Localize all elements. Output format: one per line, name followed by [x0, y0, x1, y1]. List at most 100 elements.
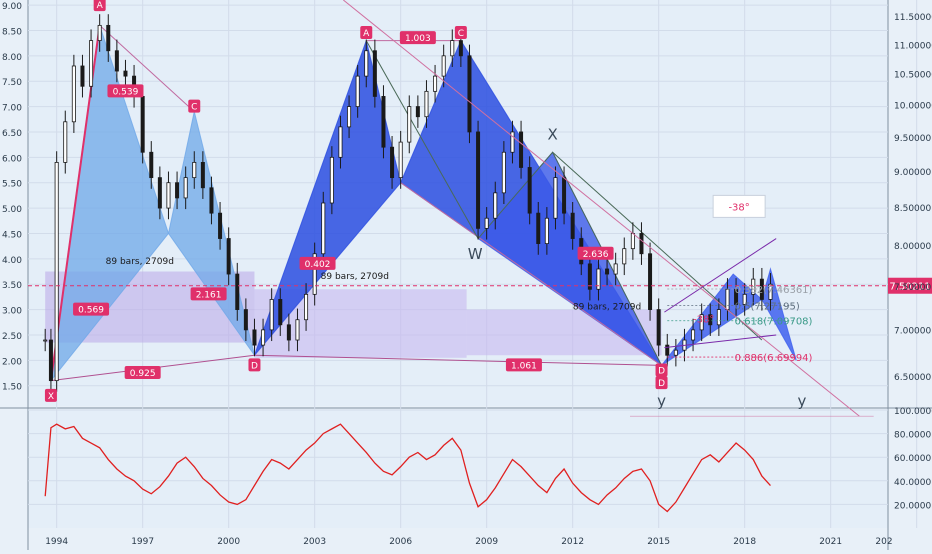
candle-body — [261, 329, 266, 346]
osc-y-tick: 80.0000 — [894, 431, 931, 441]
y-right-tick: 11.00000 — [894, 41, 932, 51]
candle-body — [665, 344, 670, 356]
ratio-label-text: 2.161 — [196, 290, 222, 300]
y-left-tick: 8.50 — [2, 27, 22, 37]
candle-body — [553, 177, 558, 219]
point-label-d: D — [655, 376, 668, 390]
point-label-c-text: C — [191, 103, 197, 113]
candle-body — [338, 126, 343, 158]
ratio-label: 0.569 — [73, 302, 110, 316]
ratio-label-text: 0.539 — [113, 87, 139, 97]
wave-letter-x: X — [547, 126, 557, 144]
candle-body — [304, 293, 309, 321]
y-right-tick: 9.50000 — [894, 134, 931, 144]
candle-body — [200, 161, 205, 189]
candle-body — [286, 324, 291, 341]
fib-level-label: 0.5(7.27195) — [735, 301, 800, 312]
candle-body — [742, 293, 747, 305]
candle-body — [235, 273, 240, 310]
candle-body — [510, 131, 515, 153]
point-label-d-bg — [655, 376, 668, 390]
y-right-tick: 7.50000 — [894, 283, 931, 293]
osc-y-tick: 100.0000 — [894, 407, 932, 417]
candle-body — [424, 90, 429, 118]
ratio-label-bg — [299, 256, 336, 270]
candle-body — [157, 177, 162, 209]
y-right-tick: 6.50000 — [894, 373, 931, 383]
candle-body — [441, 55, 446, 77]
candle-body — [699, 314, 704, 331]
candle-body — [596, 268, 601, 290]
bd-line — [400, 182, 662, 366]
candle-body — [673, 349, 678, 356]
candle-body — [656, 309, 661, 346]
candle-body — [725, 288, 730, 310]
bars-range-label: 89 bars, 2709d — [573, 303, 641, 313]
y-right-tick: 10.00000 — [894, 101, 932, 111]
point-label-d: D — [248, 358, 261, 372]
ratio-label-text: 0.925 — [130, 369, 156, 379]
price-tag-bg — [888, 277, 932, 294]
ratio-label: 0.925 — [124, 366, 161, 380]
fib-level-label: 0.886(6.69994) — [735, 353, 813, 364]
point-label-c-bg — [188, 99, 201, 113]
point-label-x: X — [44, 388, 57, 402]
y-left-tick: 3.50 — [2, 281, 22, 291]
ratio-label-text: 0.402 — [305, 260, 331, 270]
candle-body — [63, 121, 68, 163]
oscillator-panel-bg — [28, 410, 888, 528]
point-label-x-text: X — [48, 392, 54, 402]
candle-body — [768, 283, 773, 300]
point-label-c: C — [454, 25, 467, 39]
y-right-tick: 7.00000 — [894, 326, 931, 336]
candle-body — [605, 268, 610, 275]
point-label-d-text: D — [658, 379, 665, 389]
candle-body — [347, 106, 352, 128]
candle-body — [691, 329, 696, 341]
candle-body — [329, 156, 334, 204]
y-right-tick: 8.00000 — [894, 242, 931, 252]
candle-body — [355, 75, 360, 107]
osc-y-tick: 20.0000 — [894, 501, 931, 511]
point-label-d-text: D — [658, 366, 665, 376]
candle-body — [398, 141, 403, 179]
candle-body — [458, 40, 463, 57]
candle-body — [544, 217, 549, 245]
ac-line — [99, 25, 195, 113]
candle-body — [450, 40, 455, 57]
candle-body — [501, 151, 506, 194]
x-tick: 2012 — [561, 537, 584, 547]
x-tick: 2009 — [475, 537, 498, 547]
angle-box-text: -38° — [728, 202, 749, 213]
candle-body — [484, 217, 489, 229]
candle-body — [622, 248, 627, 265]
point-label-a-text: A — [97, 1, 104, 11]
trendline-upper — [343, 0, 860, 417]
candle-body — [166, 182, 171, 209]
candle-body — [493, 192, 498, 219]
y-left-tick: 4.00 — [2, 256, 22, 266]
angle-box — [712, 194, 766, 218]
x-tick: 202 — [875, 537, 892, 547]
ratio-label-bg — [124, 366, 161, 380]
point-label-d-bg — [248, 358, 261, 372]
candle-body — [527, 167, 532, 214]
ratio-label-bg — [505, 358, 542, 372]
y-left-tick: 7.50 — [2, 78, 22, 88]
y-left-tick: 9.00 — [2, 2, 22, 12]
candle-body — [407, 106, 412, 143]
candle-body — [192, 161, 197, 179]
point-label-a-bg — [360, 25, 373, 39]
point-label-a: A — [360, 25, 373, 39]
candle-body — [390, 146, 395, 179]
osc-y-tick: 40.0000 — [894, 478, 931, 488]
y-left-tick: 3.00 — [2, 307, 22, 317]
candle-body — [613, 263, 618, 275]
x-tick: 2018 — [733, 537, 756, 547]
ratio-label-bg — [577, 246, 614, 260]
x-tick: 2006 — [389, 537, 412, 547]
x-tick: 1994 — [45, 537, 68, 547]
x-tick: 2015 — [647, 537, 670, 547]
candle-body — [226, 238, 231, 275]
